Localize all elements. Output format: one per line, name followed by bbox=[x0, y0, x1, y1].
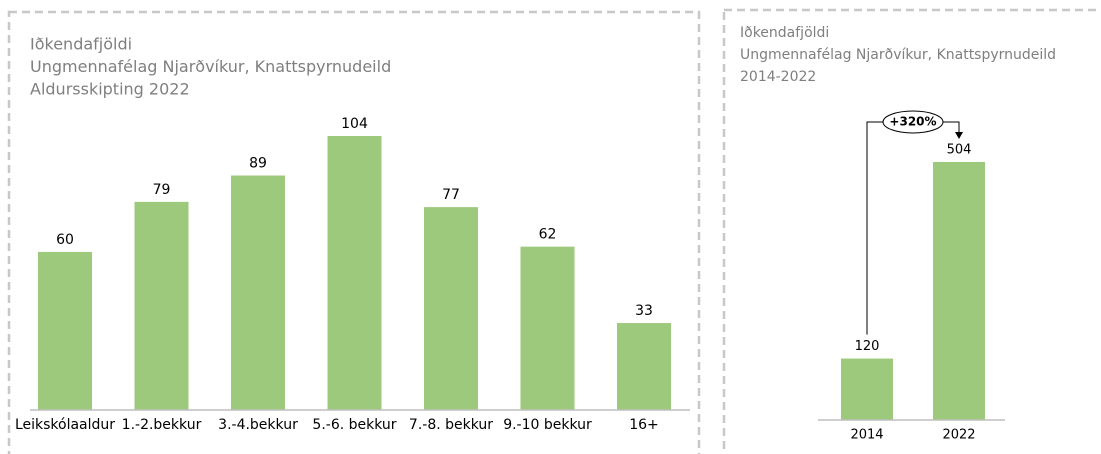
chart-title: 2014-2022 bbox=[740, 69, 816, 85]
bar bbox=[617, 323, 671, 410]
data-label: 60 bbox=[56, 232, 74, 248]
x-tick-label: 7.-8. bekkur bbox=[409, 417, 493, 433]
annotation: +320% bbox=[889, 115, 936, 129]
data-label: 33 bbox=[635, 303, 653, 319]
bar bbox=[231, 175, 285, 410]
x-tick-label: 2014 bbox=[850, 428, 883, 443]
bar bbox=[134, 201, 189, 410]
annotation-bubble bbox=[882, 110, 944, 134]
data-label: 79 bbox=[153, 182, 171, 198]
x-tick-label: 2022 bbox=[942, 428, 975, 443]
bar bbox=[841, 358, 893, 420]
panel-border bbox=[722, 8, 1101, 454]
chart-title: Aldursskipting 2022 bbox=[30, 80, 190, 99]
x-tick-label: 3.-4.bekkur bbox=[218, 417, 298, 433]
x-tick-label: Leikskólaaldur bbox=[15, 417, 115, 433]
data-label: 504 bbox=[947, 143, 972, 158]
data-label: 89 bbox=[249, 156, 267, 172]
chart-title: Iðkendafjöldi bbox=[740, 25, 829, 41]
bar bbox=[520, 246, 575, 410]
bar bbox=[38, 251, 92, 410]
x-tick-label: 5.-6. bekkur bbox=[312, 417, 396, 433]
data-label: 77 bbox=[442, 187, 460, 203]
x-tick-label: 16+ bbox=[629, 417, 659, 433]
data-label: 120 bbox=[855, 339, 880, 354]
chart-title: Iðkendafjöldi bbox=[30, 35, 132, 54]
x-tick-label: 9.-10 bekkur bbox=[503, 417, 592, 433]
bar bbox=[327, 136, 382, 410]
chart-title: Ungmennafélag Njarðvíkur, Knattspyrnudei… bbox=[740, 47, 1056, 63]
bar bbox=[424, 207, 478, 410]
panel-border bbox=[7, 10, 701, 454]
data-label: 104 bbox=[341, 116, 368, 132]
data-label: 62 bbox=[539, 227, 557, 243]
x-tick-label: 1.-2.bekkur bbox=[122, 417, 202, 433]
arrow-head bbox=[955, 132, 963, 139]
chart-title: Ungmennafélag Njarðvíkur, Knattspyrnudei… bbox=[30, 57, 391, 76]
bar bbox=[933, 162, 985, 420]
